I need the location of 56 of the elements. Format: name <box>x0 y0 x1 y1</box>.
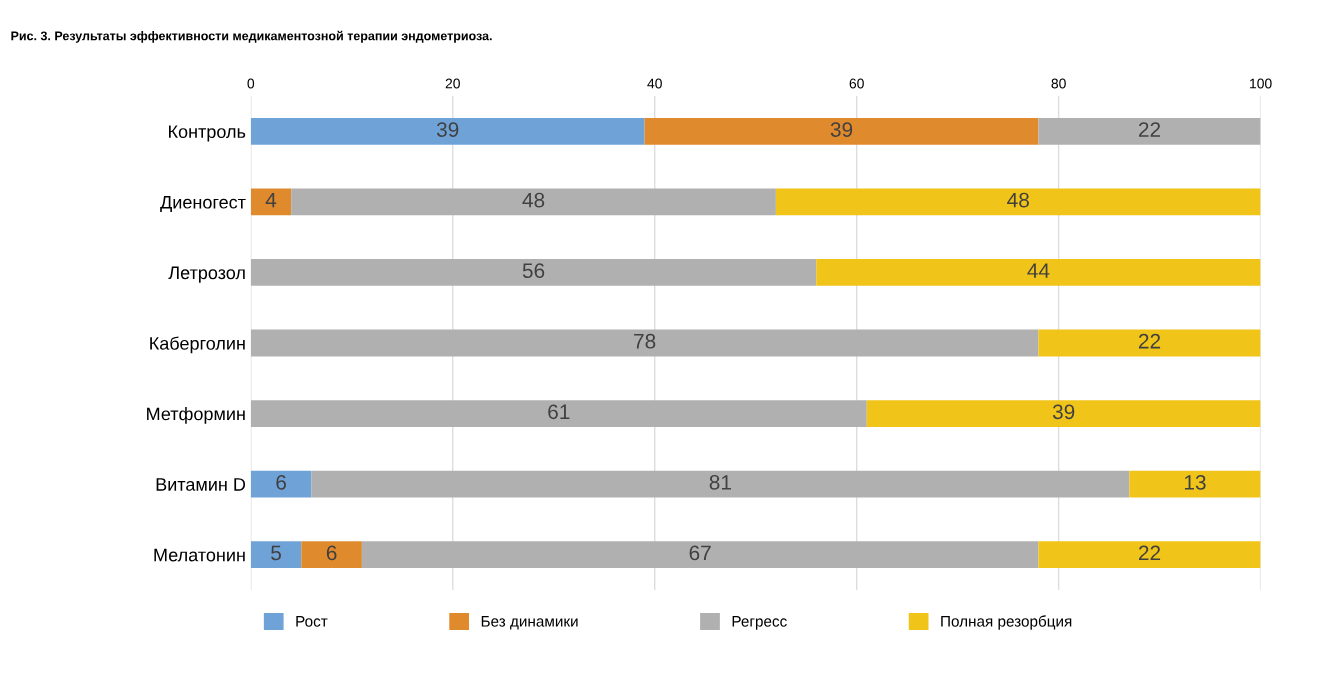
bar <box>250 259 817 286</box>
bar <box>361 541 1039 569</box>
legend-label: Полная резорбция <box>941 615 1072 630</box>
data-label: 5 <box>271 545 281 561</box>
data-label: 48 <box>522 192 545 208</box>
x-tick-label: 80 <box>1051 78 1066 89</box>
y-tick-label: Витамин D <box>156 478 246 491</box>
x-tick-label: 60 <box>849 78 864 89</box>
bar <box>250 117 645 145</box>
legend-label: Регресс <box>732 616 787 630</box>
bar <box>250 400 867 427</box>
bar <box>1038 117 1261 145</box>
y-tick-label: Контроль <box>169 125 246 142</box>
x-tick-label: 0 <box>247 78 255 89</box>
x-tick-label: 40 <box>647 78 662 89</box>
bar <box>1038 541 1261 569</box>
legend-label: Рост <box>296 616 328 627</box>
bar <box>816 259 1261 286</box>
y-tick-label: Каберголин <box>150 336 245 354</box>
y-tick-label: Мелатонин <box>154 548 245 562</box>
data-label: 6 <box>276 474 286 490</box>
data-label: 22 <box>1138 545 1161 561</box>
data-label: 4 <box>265 192 277 208</box>
bar <box>250 188 292 216</box>
x-tick-label: 20 <box>445 78 460 89</box>
chart-title: Рис. 3. Результаты эффективности медикаментозной терапии эндометриоза. <box>11 30 492 43</box>
data-label: 56 <box>522 263 545 279</box>
bar <box>866 400 1261 427</box>
bar <box>250 470 312 498</box>
data-label: 6 <box>326 545 337 561</box>
data-label: 22 <box>1138 333 1161 349</box>
data-label: 22 <box>1138 122 1161 137</box>
bar <box>311 470 1130 498</box>
x-tick-label: 100 <box>1250 78 1272 89</box>
data-label: 78 <box>634 333 656 349</box>
data-label: 39 <box>1052 404 1075 420</box>
bar <box>1129 470 1261 498</box>
bar <box>644 117 1039 145</box>
data-label: 48 <box>1007 192 1029 208</box>
data-label: 39 <box>436 122 459 137</box>
data-label: 39 <box>830 122 853 137</box>
y-tick-label: Диеногест <box>160 196 246 213</box>
data-label: 13 <box>1184 474 1206 490</box>
bar <box>291 188 776 216</box>
legend-label: Без динамики <box>481 616 578 630</box>
data-label: 61 <box>548 404 570 420</box>
bar <box>301 541 362 569</box>
data-label: 81 <box>709 474 731 490</box>
y-tick-label: Летрозол <box>168 266 245 283</box>
data-label: 67 <box>689 545 711 561</box>
bar <box>250 329 1039 357</box>
bar <box>1038 329 1261 357</box>
bar <box>250 541 302 569</box>
bar <box>775 188 1261 216</box>
data-label: 44 <box>1027 263 1050 278</box>
y-tick-label: Метформин <box>147 407 245 424</box>
